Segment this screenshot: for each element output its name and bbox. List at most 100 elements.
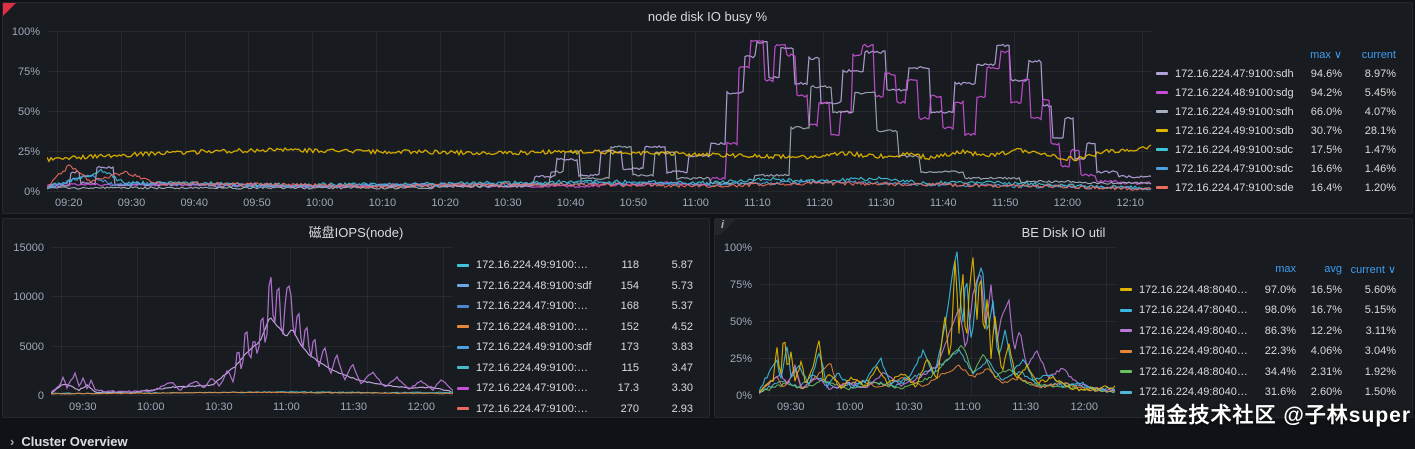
series-color-swatch	[1120, 391, 1132, 394]
series-stat-value: 1.92%	[1342, 366, 1396, 378]
series-name[interactable]: 172.16.224.48:9100:sdd	[476, 321, 593, 333]
legend-sort-header-avg[interactable]: avg	[1296, 263, 1342, 275]
legend-sort-header-current[interactable]: current ∨	[1342, 263, 1396, 276]
series-name[interactable]: 172.16.224.49:9100:sdf	[476, 341, 593, 353]
series-name[interactable]: 172.16.224.49:9100:sdb	[476, 362, 593, 374]
series-stat-value: 270	[593, 403, 639, 413]
panel-title-node-disk-io-busy[interactable]: node disk IO busy %	[3, 3, 1412, 31]
series-color-swatch	[457, 305, 469, 308]
row-header-label: Cluster Overview	[21, 434, 127, 449]
panel-title-disk-iops[interactable]: 磁盘IOPS(node)	[3, 219, 709, 247]
series-name[interactable]: 172.16.224.47:9100:sdg	[476, 382, 593, 394]
series-stat-value: 3.11%	[1342, 325, 1396, 337]
series-stat-value: 5.87	[639, 259, 693, 271]
axis-tick-label: 100%	[724, 242, 752, 254]
legend-row[interactable]: 172.16.224.47:8040-sdh198.0%16.7%5.15%	[1116, 300, 1400, 321]
axis-tick-label: 09:30	[69, 401, 97, 413]
series-color-swatch	[1156, 148, 1168, 151]
series-stat-value: 1.50%	[1342, 386, 1396, 398]
series-name[interactable]: 172.16.224.49:8040-sdf1	[1139, 386, 1250, 398]
series-stat-value: 94.6%	[1296, 68, 1342, 80]
series-name[interactable]: 172.16.224.48:9100:sdf	[476, 280, 593, 292]
series-name[interactable]: 172.16.224.47:9100:sdc	[476, 300, 593, 312]
panel-error-corner-icon[interactable]	[3, 3, 16, 16]
dashboard-row-header[interactable]: › Cluster Overview	[10, 434, 128, 449]
series-stat-value: 5.60%	[1342, 284, 1396, 296]
axis-tick-label: 10:00	[137, 401, 165, 413]
series-color-swatch	[1156, 186, 1168, 189]
series-stat-value: 2.93	[639, 403, 693, 413]
chart-disk-iops[interactable]	[51, 247, 453, 397]
series-name[interactable]: 172.16.224.47:9100:sdh	[1175, 68, 1296, 80]
series-name[interactable]: 172.16.224.47:9100:sde	[1175, 182, 1296, 194]
legend-sort-header-max[interactable]: max	[1250, 263, 1296, 275]
axis-tick-label: 11:50	[992, 197, 1019, 209]
chart-be-disk-io-util[interactable]	[759, 247, 1116, 397]
series-line	[759, 257, 1115, 392]
series-name[interactable]: 172.16.224.49:9100:sdb	[1175, 125, 1296, 137]
legend-sort-header-max[interactable]: max ∨	[1296, 48, 1342, 61]
panel-title-be-disk-io-util[interactable]: BE Disk IO util	[715, 219, 1412, 247]
axis-tick-label: 09:30	[118, 197, 146, 209]
series-color-swatch	[1120, 329, 1132, 332]
series-color-swatch	[1120, 350, 1132, 353]
chart-node-disk-io-busy[interactable]	[47, 31, 1152, 193]
series-name[interactable]: 172.16.224.48:9100:sdg	[1175, 87, 1296, 99]
series-name[interactable]: 172.16.224.49:9100:sdc	[476, 259, 593, 271]
legend-sort-header-current[interactable]: current	[1342, 49, 1396, 61]
axis-tick-label: 09:40	[180, 197, 208, 209]
series-name[interactable]: 172.16.224.47:9100:sdc	[1175, 163, 1296, 175]
axis-tick-label: 75%	[730, 279, 752, 291]
series-name[interactable]: 172.16.224.47:8040-sdh1	[1139, 304, 1250, 316]
series-stat-value: 5.45%	[1342, 87, 1396, 99]
legend-row[interactable]: 172.16.224.49:8040-sdd122.3%4.06%3.04%	[1116, 341, 1400, 362]
series-name[interactable]: 172.16.224.49:9100:sdc	[1175, 144, 1296, 156]
axis-tick-label: 12:00	[1070, 401, 1098, 413]
axis-tick-label: 100%	[12, 26, 40, 38]
series-name[interactable]: 172.16.224.49:8040-sdh1	[1139, 325, 1250, 337]
series-stat-value: 5.73	[639, 280, 693, 292]
legend-row[interactable]: 172.16.224.49:8040-sdh186.3%12.2%3.11%	[1116, 321, 1400, 342]
axis-tick-label: 11:20	[806, 197, 833, 209]
series-stat-value: 30.7%	[1296, 125, 1342, 137]
series-name[interactable]: 172.16.224.49:9100:sdh	[1175, 106, 1296, 118]
axis-tick-label: 11:00	[273, 401, 300, 413]
series-name[interactable]: 172.16.224.48:8040-sdf1	[1139, 366, 1250, 378]
series-stat-value: 16.5%	[1296, 284, 1342, 296]
series-line	[47, 145, 1151, 161]
series-line	[51, 318, 453, 394]
axis-tick-label: 09:20	[55, 197, 83, 209]
series-name[interactable]: 172.16.224.47:9100:sde	[476, 403, 593, 413]
axis-tick-label: 10:30	[205, 401, 233, 413]
axis-tick-label: 11:30	[1012, 401, 1039, 413]
series-stat-value: 16.6%	[1296, 163, 1342, 175]
series-line	[51, 277, 453, 392]
legend-row[interactable]: 172.16.224.48:8040-sdg197.0%16.5%5.60%	[1116, 280, 1400, 301]
panel-info-icon[interactable]: i	[715, 219, 737, 235]
